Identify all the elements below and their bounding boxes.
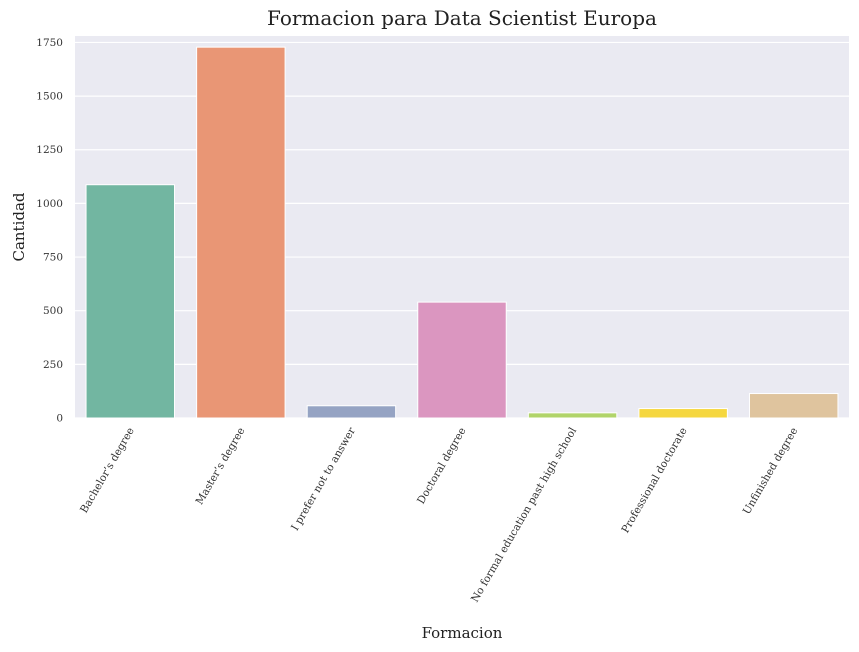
bar-2 — [306, 405, 397, 419]
bar-6 — [748, 393, 839, 419]
bar-1 — [196, 46, 286, 419]
y-tick-label: 1750 — [36, 37, 63, 49]
y-tick-label: 250 — [43, 359, 63, 371]
bar-0 — [85, 184, 176, 419]
bar-3 — [417, 301, 507, 419]
x-tick-label: Professional doctorate — [619, 426, 689, 536]
bar-4 — [527, 412, 618, 419]
x-tick-label: Bachelor’s degree — [78, 426, 137, 516]
y-axis-label: Cantidad — [10, 192, 28, 261]
y-tick-labels: 0 250 500 750 1000 1250 1500 1750 — [36, 37, 63, 425]
x-tick-label: No formal education past high school — [469, 425, 580, 605]
x-axis-label: Formacion — [422, 624, 503, 642]
y-tick-label: 1000 — [36, 198, 63, 210]
x-tick-label: Unfinished degree — [741, 426, 801, 517]
bar-5 — [638, 408, 728, 419]
y-tick-label: 500 — [43, 305, 63, 317]
x-tick-label: Doctoral degree — [415, 426, 469, 507]
y-tick-label: 750 — [43, 252, 63, 264]
bars — [85, 46, 839, 419]
x-tick-label: I prefer not to answer — [289, 425, 358, 533]
x-tick-label: Master’s degree — [194, 426, 248, 507]
chart-title: Formacion para Data Scientist Europa — [267, 6, 657, 30]
y-tick-label: 1500 — [36, 91, 63, 103]
y-tick-label: 0 — [56, 413, 63, 425]
y-tick-label: 1250 — [36, 144, 63, 156]
x-tick-labels: Bachelor’s degree Master’s degree I prefer… — [78, 425, 800, 605]
